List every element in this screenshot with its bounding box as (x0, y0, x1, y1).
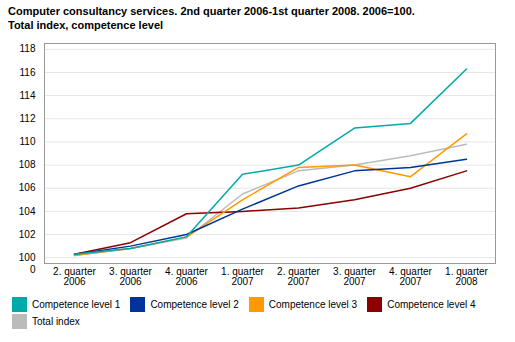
svg-text:102: 102 (19, 228, 36, 239)
svg-text:3. quarter2007: 3. quarter2007 (333, 265, 376, 286)
svg-text:1. quarter2007: 1. quarter2007 (221, 265, 264, 286)
svg-text:104: 104 (19, 205, 36, 216)
html-text:Competence level 1: Competence level 1 (32, 299, 121, 311)
svg-text:0: 0 (30, 263, 36, 274)
svg-text:100: 100 (19, 252, 36, 263)
svg-text:116: 116 (20, 66, 36, 77)
svg-text:1. quarter2008: 1. quarter2008 (445, 265, 488, 286)
html-text:Computer consultancy services.: Computer consultancy services. 2nd quart… (8, 5, 415, 32)
svg-text:114: 114 (20, 89, 36, 100)
svg-text:108: 108 (19, 159, 36, 170)
html-text:Total index: Total index (32, 315, 80, 327)
svg-text:2. quarter2006: 2. quarter2006 (53, 265, 96, 286)
svg-text:2. quarter2007: 2. quarter2007 (277, 265, 320, 286)
svg-text:4. quarter2006: 4. quarter2006 (165, 265, 208, 286)
html-text:Competence level 2: Competence level 2 (150, 299, 239, 311)
svg-text:3. quarter2006: 3. quarter2006 (109, 265, 152, 286)
html-text:Competence level 4: Competence level 4 (387, 299, 476, 311)
svg-text:118: 118 (20, 43, 36, 54)
svg-text:112: 112 (20, 113, 36, 124)
svg-text:110: 110 (20, 136, 36, 147)
html-text:Competence level 3: Competence level 3 (268, 299, 358, 311)
svg-text:4. quarter2007: 4. quarter2007 (389, 265, 432, 286)
svg-text:106: 106 (19, 182, 36, 193)
